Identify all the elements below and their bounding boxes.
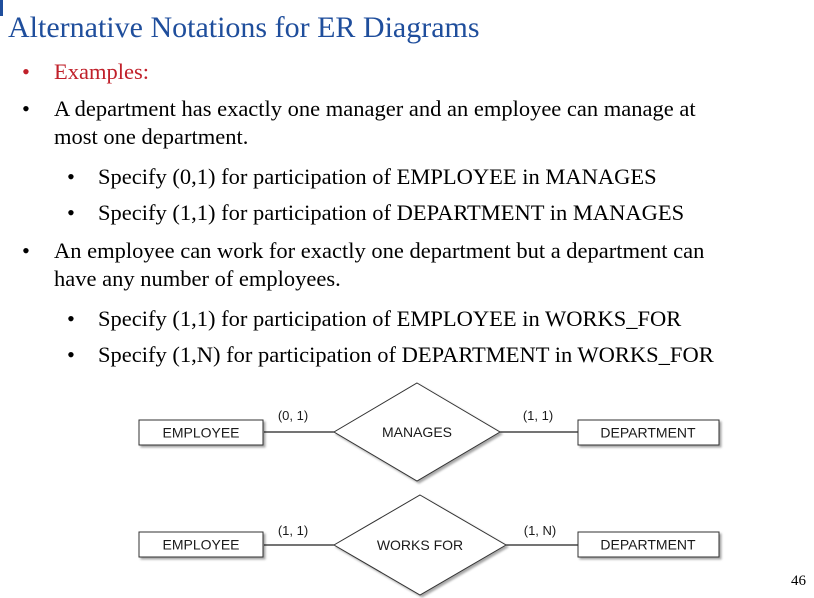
entity-employee-label: EMPLOYEE (162, 425, 239, 441)
cardinality-label: (1, 1) (278, 523, 308, 538)
bullet-dot: • (22, 96, 30, 121)
entity-department-label: DEPARTMENT (600, 425, 696, 441)
entity-employee (138, 531, 264, 558)
bullet-manager-cont: most one department. (54, 123, 248, 151)
bullet-dot: • (67, 164, 75, 189)
entity-department (577, 531, 720, 558)
bullet-examples-text: Examples: (54, 59, 149, 84)
relationship-manages (333, 382, 501, 482)
bullet-dot: • (22, 238, 30, 263)
bullet-works-for-line2: have any number of employees. (54, 266, 341, 291)
works-for-diagram: EMPLOYEE WORKS FOR DEPARTMENT (1, 1) (1,… (138, 494, 720, 596)
slide-title: Alternative Notations for ER Diagrams (8, 11, 480, 44)
title-accent-mark (0, 0, 3, 16)
relationship-manages-label: MANAGES (382, 424, 452, 440)
page-number: 46 (791, 573, 806, 589)
relationship-works-for-label: WORKS FOR (377, 537, 463, 553)
entity-employee (138, 419, 264, 446)
bullet-dot: • (67, 342, 75, 367)
sub-bullet-manages-department: • Specify (1,1) for participation of DEP… (67, 199, 685, 227)
bullet-works-for: • An employee can work for exactly one d… (22, 237, 705, 265)
bullet-manager-line2: most one department. (54, 124, 249, 149)
bullet-dot: • (22, 59, 30, 84)
sub-bullet-works-for-department: • Specify (1,N) for participation of DEP… (67, 341, 714, 369)
bullet-dot: • (67, 200, 75, 225)
sub-bullet-text: Specify (1,1) for participation of DEPAR… (98, 200, 685, 225)
sub-bullet-text: Specify (0,1) for participation of EMPLO… (98, 164, 657, 189)
manages-diagram: EMPLOYEE MANAGES DEPARTMENT (0, 1) (1, 1… (138, 382, 720, 482)
sub-bullet-works-for-employee: • Specify (1,1) for participation of EMP… (67, 305, 682, 333)
bullet-manager-line1: A department has exactly one manager and… (54, 96, 696, 121)
entity-department (577, 419, 720, 446)
entity-employee-label: EMPLOYEE (162, 537, 239, 553)
relationship-works-for (333, 494, 507, 596)
cardinality-label: (0, 1) (278, 408, 308, 423)
cardinality-label: (1, N) (524, 523, 557, 538)
bullet-examples: • Examples: (22, 58, 149, 86)
entity-department-label: DEPARTMENT (600, 537, 696, 553)
bullet-works-for-line1: An employee can work for exactly one dep… (54, 238, 705, 263)
sub-bullet-text: Specify (1,N) for participation of DEPAR… (98, 342, 714, 367)
bullet-works-for-cont: have any number of employees. (54, 265, 341, 293)
sub-bullet-manages-employee: • Specify (0,1) for participation of EMP… (67, 163, 657, 191)
cardinality-label: (1, 1) (523, 408, 553, 423)
bullet-manager: • A department has exactly one manager a… (22, 95, 696, 123)
sub-bullet-text: Specify (1,1) for participation of EMPLO… (98, 306, 682, 331)
bullet-dot: • (67, 306, 75, 331)
